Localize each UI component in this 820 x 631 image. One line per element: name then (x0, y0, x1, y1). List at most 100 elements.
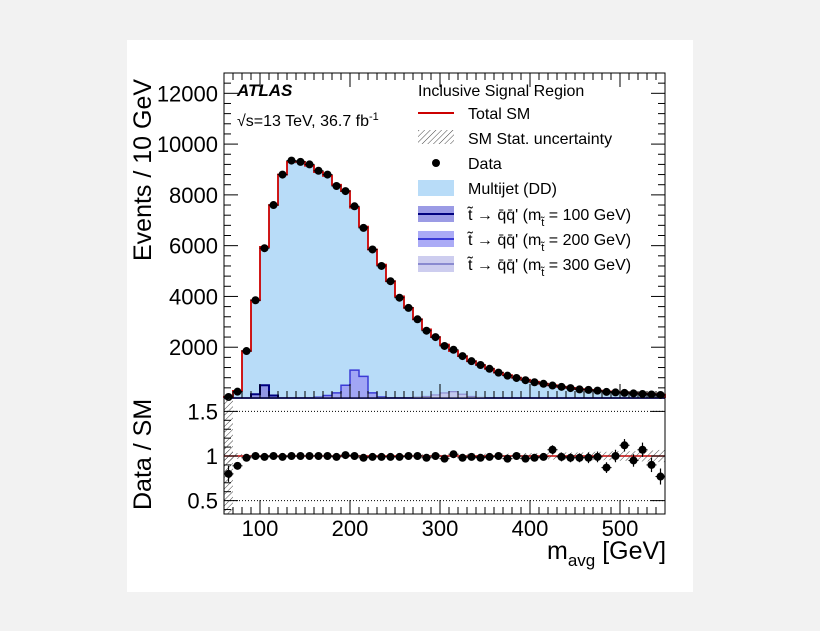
data-point (458, 352, 467, 361)
data-point (242, 347, 251, 356)
ratio-xtick-label: 400 (512, 516, 549, 541)
axis-ticks: 2000 4000 6000 8000 10000 12000 0.5 1 1.5 100 200 3… (157, 72, 666, 541)
ratio-point (386, 452, 395, 461)
legend-stat-swatch (418, 130, 454, 144)
data-point (404, 303, 413, 312)
data-point (287, 156, 296, 165)
data-point (359, 223, 368, 232)
ratio-point (593, 452, 602, 461)
data-point (593, 386, 602, 395)
data-point (269, 201, 278, 210)
ratio-point (233, 461, 242, 470)
data-point (602, 387, 611, 396)
ratio-point (278, 452, 287, 461)
ratio-point (557, 452, 566, 461)
ratio-point (323, 452, 332, 460)
legend-item-stop200: t̃ → q̄q̄' (mt̃ = 200 GeV) (418, 230, 631, 254)
legend-item-multijet: Multijet (DD) (418, 180, 557, 198)
x-axis-label-sub: avg (568, 551, 595, 570)
legend-label-stop300: t̃ → q̄q̄' (mt̃ = 300 GeV) (466, 255, 631, 279)
data-point (341, 187, 350, 196)
data-point (557, 382, 566, 391)
ratio-point (467, 452, 476, 461)
main-ytick-label: 8000 (169, 183, 218, 208)
data-point (512, 373, 521, 382)
data-point (638, 389, 647, 398)
data-point (611, 388, 620, 397)
data-point (377, 261, 386, 270)
ratio-point (629, 456, 638, 465)
ratio-point (431, 452, 440, 460)
data-point (566, 384, 575, 393)
ratio-point (566, 453, 575, 462)
data-point (233, 387, 242, 396)
ratio-xtick-label: 300 (422, 516, 459, 541)
ratio-point (458, 453, 467, 462)
legend-item-total: Total SM (418, 106, 530, 123)
main-ylabel: Events / 10 GeV (129, 79, 157, 261)
data-point (440, 341, 449, 350)
ratio-point (476, 453, 485, 462)
ratio-point (620, 441, 629, 450)
energy-label-sup: -1 (369, 111, 379, 123)
ratio-stat-band-bin (620, 451, 629, 461)
data-point (584, 385, 593, 394)
ratio-point (377, 452, 386, 461)
ratio-point (602, 463, 611, 472)
legend-label-stop100: t̃ → q̄q̄' (mt̃ = 100 GeV) (466, 205, 631, 229)
ratio-point (287, 452, 296, 460)
data-point (485, 364, 494, 373)
data-point (296, 157, 305, 166)
data-point (539, 379, 548, 388)
ratio-point (485, 452, 494, 461)
ratio-point (251, 452, 260, 460)
ratio-xtick-label: 500 (602, 516, 639, 541)
legend-label-multijet: Multijet (DD) (468, 181, 557, 198)
ratio-ytick-label: 1.5 (187, 399, 218, 424)
legend-item-stat: SM Stat. uncertainty (418, 130, 612, 148)
ratio-xtick-label: 100 (242, 516, 279, 541)
legend-label-total: Total SM (468, 106, 530, 123)
ratio-point (296, 452, 305, 460)
ratio-point (341, 451, 350, 460)
legend-label-stat: SM Stat. uncertainty (468, 131, 612, 148)
ratio-point (359, 453, 368, 462)
ratio-point (611, 452, 620, 460)
x-axis-label-main: m (547, 537, 568, 565)
data-point (575, 385, 584, 394)
data-point (314, 166, 323, 175)
ratio-ytick-label: 1 (206, 444, 218, 469)
legend-data-swatch (432, 159, 440, 167)
energy-label-root: √s (237, 113, 254, 130)
data-point (332, 181, 341, 190)
ratio-point (503, 454, 512, 463)
legend: Total SM SM Stat. uncertainty Data Multijet… (418, 106, 631, 279)
data-point (548, 381, 557, 390)
data-point (260, 244, 269, 253)
ratio-point (530, 453, 539, 462)
data-point (323, 170, 332, 179)
data-point (629, 389, 638, 398)
ratio-point (575, 453, 584, 462)
data-point (467, 357, 476, 366)
ratio-xtick-label: 200 (332, 516, 369, 541)
legend-label-data: Data (468, 156, 502, 173)
ratio-point (638, 445, 647, 454)
ratio-point (449, 450, 458, 459)
x-axis-label: mavg [GeV] (547, 537, 666, 570)
ratio-point (395, 452, 404, 461)
ratio-point (647, 460, 656, 469)
main-ytick-label: 2000 (169, 335, 218, 360)
ratio-point (404, 452, 413, 460)
ratio-point (350, 452, 359, 460)
legend-item-data: Data (432, 156, 502, 173)
data-point (530, 378, 539, 387)
data-point (422, 326, 431, 335)
ratio-point (269, 452, 278, 460)
ratio-stat-band-bin (548, 452, 557, 460)
ratio-point (539, 452, 548, 461)
ratio-point (440, 454, 449, 463)
ratio-point (413, 452, 422, 460)
